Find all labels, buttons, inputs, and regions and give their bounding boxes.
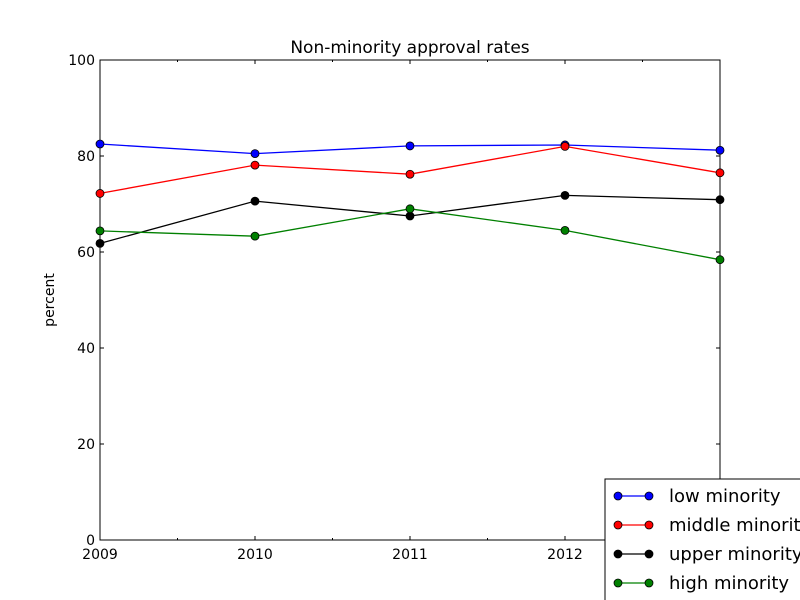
legend-marker [644,520,654,530]
y-tick-label: 100 [68,53,95,69]
legend-label: upper minority [669,544,800,565]
x-tick-label: 2012 [547,547,583,563]
data-point [560,141,570,151]
y-tick-label: 80 [77,149,95,165]
data-point [250,231,260,241]
y-tick-label: 20 [77,437,95,453]
legend-marker [644,549,654,559]
y-tick-label: 60 [77,245,95,261]
legend-marker [613,549,623,559]
data-point [250,160,260,170]
data-point [715,168,725,178]
y-tick-label: 0 [86,533,95,549]
data-point [405,141,415,151]
x-tick-label: 2011 [392,547,428,563]
data-point [405,204,415,214]
data-point [715,255,725,265]
data-point [250,149,260,159]
data-point [560,225,570,235]
data-point [715,145,725,155]
legend-marker [613,520,623,530]
x-tick-label: 2010 [237,547,273,563]
chart-title: Non-minority approval rates [290,38,529,58]
data-point [95,226,105,236]
y-axis-label: percent [42,273,58,327]
legend-label: low minority [669,486,781,507]
data-point [715,195,725,205]
legend: low minority middle minority upper minorit… [604,478,800,600]
legend-box [604,478,800,600]
data-point [95,139,105,149]
legend-label: high minority [669,573,789,594]
y-tick-label: 40 [77,341,95,357]
data-point [95,189,105,198]
data-point [250,196,260,206]
legend-label: middle minority [669,515,800,536]
data-point [95,238,105,248]
legend-marker [613,578,623,588]
legend-marker [613,491,623,501]
data-point [560,190,570,200]
x-tick-label: 2009 [82,547,118,563]
data-point [405,169,415,179]
plot-area: 0 20 40 60 80 100 2009 2010 2011 2012 [68,53,725,563]
legend-marker [644,491,654,501]
legend-marker [644,578,654,588]
